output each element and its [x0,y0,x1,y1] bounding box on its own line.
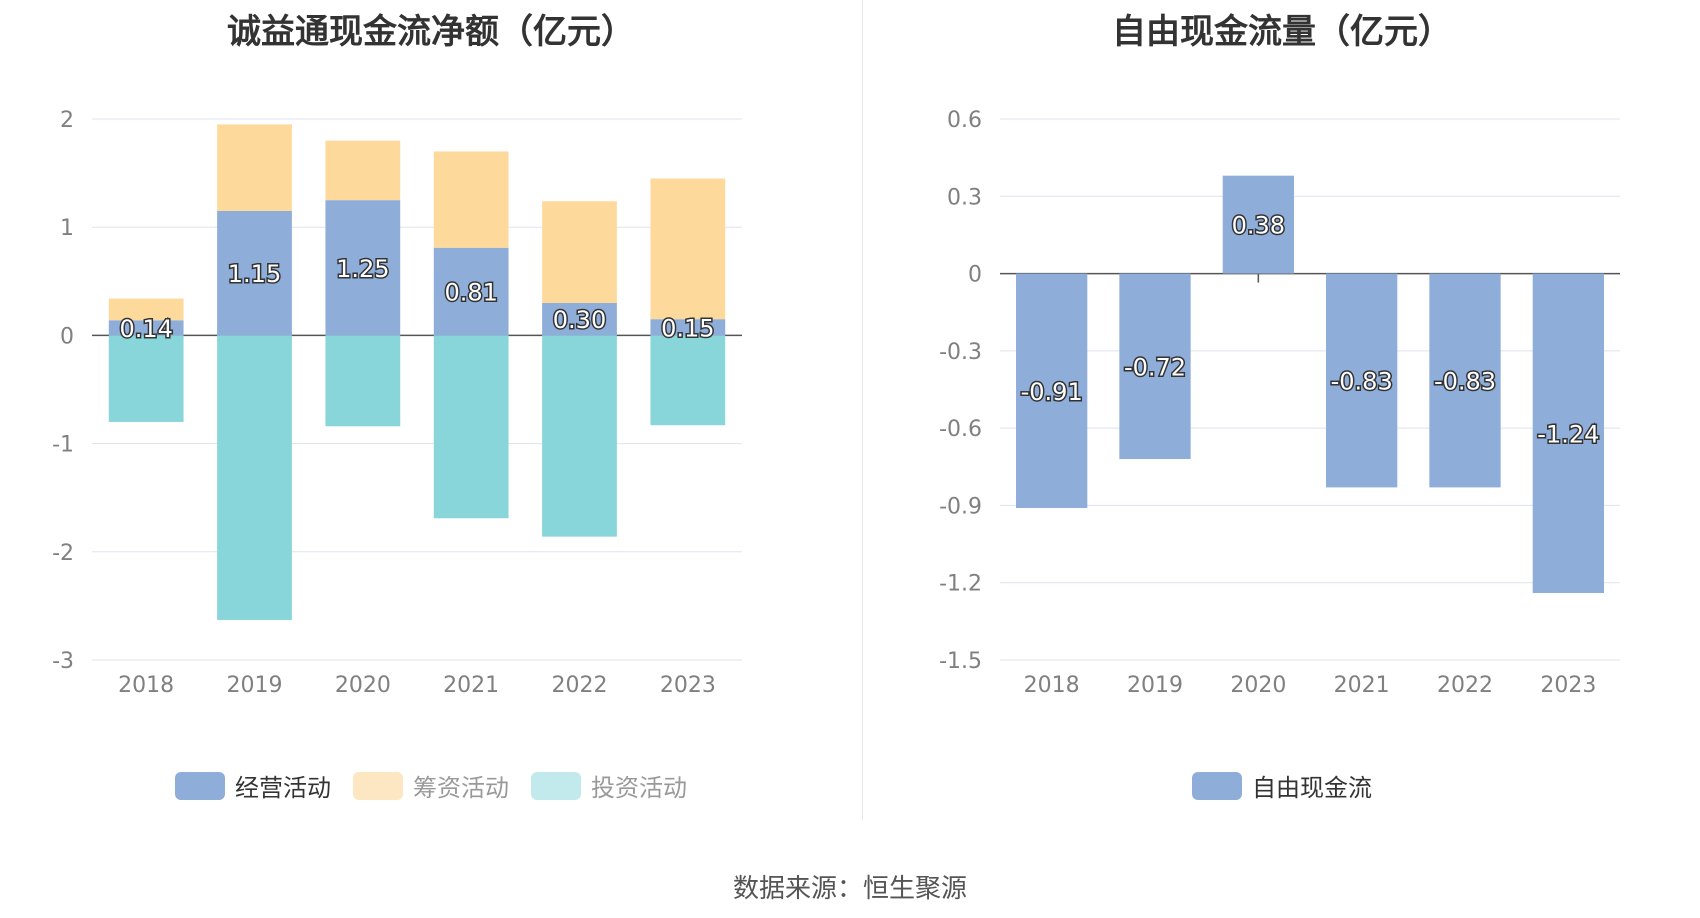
bar-筹资活动-2018 [108,298,184,321]
data-label: -0.91 [1021,378,1083,406]
x-tick-label: 2021 [1334,673,1390,698]
bar-经营活动-2023 [650,319,726,336]
legend-label: 经营活动 [235,774,331,802]
y-tick-label: 0 [968,263,982,288]
y-tick-label: -2 [52,541,74,566]
data-label: 0.15 [661,314,714,342]
bar-投资活动-2018 [108,335,184,422]
legend-item[interactable]: 筹资活动 [353,768,509,803]
left-chart-title: 诚益通现金流净额（亿元） [227,12,635,52]
y-tick-label: 0 [60,324,74,349]
left-chart-legend: 经营活动 筹资活动 投资活动 [0,768,862,803]
y-tick-label: -3 [52,649,74,674]
bar-自由现金流-2020 [1222,175,1294,274]
bar-自由现金流-2019 [1119,273,1191,460]
legend-swatch [531,771,581,800]
bar-自由现金流-2022 [1429,273,1501,488]
bar-筹资活动-2022 [542,201,617,303]
x-tick-label: 2019 [227,673,283,698]
left-chart-panel: 诚益通现金流净额（亿元） 2 1 0 -1 -2 -3 0.14 1.15 1.25 0.81 0.… [0,0,862,830]
x-tick-label: 2018 [118,673,174,698]
bar-自由现金流-2018 [1016,273,1088,509]
legend-label: 筹资活动 [413,774,509,802]
bar-筹资活动-2020 [325,140,401,201]
data-label: 0.38 [1232,212,1285,240]
bar-自由现金流-2021 [1326,273,1398,488]
x-tick-label: 2019 [1127,673,1183,698]
y-tick-label: -1.5 [939,649,982,674]
data-label: -0.83 [1434,367,1496,395]
data-label: -1.24 [1537,420,1599,448]
y-tick-label: 2 [60,108,74,133]
right-chart-panel: 自由现金流量（亿元） 0.6 0.3 0 -0.3 -0.6 -0.9 -1.2 -1.5 -0… [864,0,1700,830]
right-chart-legend: 自由现金流 [864,768,1700,803]
y-tick-label: -0.3 [939,340,982,365]
data-label: 0.81 [444,279,497,307]
legend-swatch [353,771,403,800]
x-tick-label: 2023 [660,673,716,698]
bar-投资活动-2019 [217,335,292,620]
legend-swatch [175,771,225,800]
data-label: 0.14 [119,315,172,343]
data-source: 数据来源：恒生聚源 [732,874,967,904]
bar-自由现金流-2023 [1532,273,1604,594]
x-tick-label: 2023 [1540,673,1596,698]
x-tick-label: 2022 [1437,673,1493,698]
bar-经营活动-2020 [325,200,401,336]
bar-筹资活动-2021 [433,151,509,248]
data-label: 1.15 [228,260,281,288]
legend-label: 自由现金流 [1252,774,1372,802]
legend-item[interactable]: 自由现金流 [1192,768,1372,803]
data-label: 0.30 [553,306,606,334]
legend-label: 投资活动 [591,774,687,802]
data-label: -0.83 [1331,367,1393,395]
legend-swatch [1192,771,1242,800]
y-tick-label: -1.2 [939,572,982,597]
y-tick-label: 0.3 [947,185,982,210]
x-tick-label: 2020 [335,673,391,698]
x-tick-label: 2021 [443,673,499,698]
x-tick-label: 2018 [1024,673,1080,698]
x-tick-label: 2020 [1230,673,1286,698]
y-tick-label: 0.6 [947,108,982,133]
bar-投资活动-2021 [433,335,509,519]
right-chart: 0.6 0.3 0 -0.3 -0.6 -0.9 -1.2 -1.5 -0.91 -0.72 0.3… [939,108,1620,698]
x-tick-label: 2022 [552,673,608,698]
y-tick-label: -0.9 [939,494,982,519]
right-chart-title: 自由现金流量（亿元） [1112,12,1452,52]
legend-item[interactable]: 投资活动 [531,768,687,803]
bar-投资活动-2020 [325,335,401,427]
legend-item[interactable]: 经营活动 [175,768,331,803]
bar-筹资活动-2019 [217,124,292,211]
left-chart: 2 1 0 -1 -2 -3 0.14 1.15 1.25 0.81 0.30 0.15 2018 201… [52,108,742,698]
panel-divider [862,0,863,820]
bar-筹资活动-2023 [650,178,726,320]
data-label: -0.72 [1124,353,1186,381]
bar-经营活动-2018 [108,320,184,336]
bar-经营活动-2022 [542,302,617,336]
bar-投资活动-2023 [650,335,726,426]
y-tick-label: -1 [52,433,74,458]
bar-经营活动-2019 [217,210,292,336]
bar-经营活动-2021 [433,247,509,336]
data-label: 1.25 [336,255,389,283]
bar-投资活动-2022 [542,335,617,537]
y-tick-label: -0.6 [939,417,982,442]
y-tick-label: 1 [60,216,74,241]
